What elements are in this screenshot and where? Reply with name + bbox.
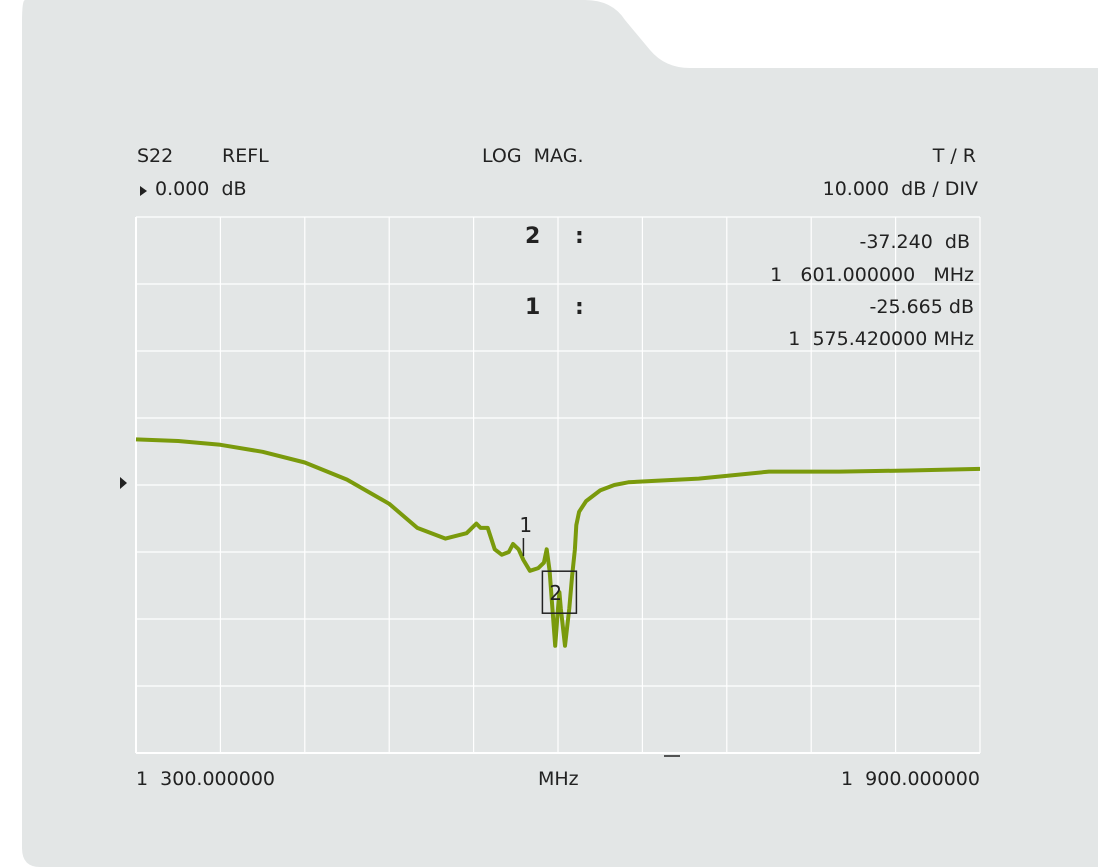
reference-arrow-icon bbox=[140, 186, 147, 196]
x-start-label: 1 300.000000 bbox=[136, 768, 276, 790]
marker-1-sep: : bbox=[575, 295, 584, 320]
axes bbox=[135, 217, 980, 754]
marker-2-sep: : bbox=[575, 224, 584, 249]
param-label: S22 bbox=[137, 145, 174, 167]
marker-layer: 12 bbox=[519, 513, 578, 614]
marker-1-frequency: 1 575.420000 MHz bbox=[788, 328, 974, 350]
marker-1-id: 1 bbox=[525, 295, 541, 320]
scale-label: 10.000 dB / DIV bbox=[822, 178, 978, 200]
s22-trace-line bbox=[135, 437, 981, 648]
marker-2-id: 2 bbox=[525, 224, 541, 249]
x-stop-label: 1 900.000000 bbox=[840, 768, 980, 790]
reference-arrow-indicator bbox=[120, 477, 127, 489]
reference-level-label: 0.000 dB bbox=[155, 178, 247, 200]
format-label: LOG MAG. bbox=[482, 145, 584, 167]
marker-2-value: -37.240 dB bbox=[859, 231, 970, 253]
marker-1-value: -25.665 dB bbox=[869, 296, 974, 318]
grid bbox=[136, 216, 981, 753]
x-unit-label: MHz bbox=[538, 768, 579, 790]
marker-2-frequency: 1 601.000000 MHz bbox=[770, 264, 974, 286]
channel-label: T / R bbox=[932, 145, 976, 167]
format-type-label: REFL bbox=[222, 145, 269, 167]
marker-2-label: 2 bbox=[549, 581, 562, 605]
marker-2-box bbox=[541, 570, 578, 614]
marker-1-label: 1 bbox=[519, 513, 532, 537]
